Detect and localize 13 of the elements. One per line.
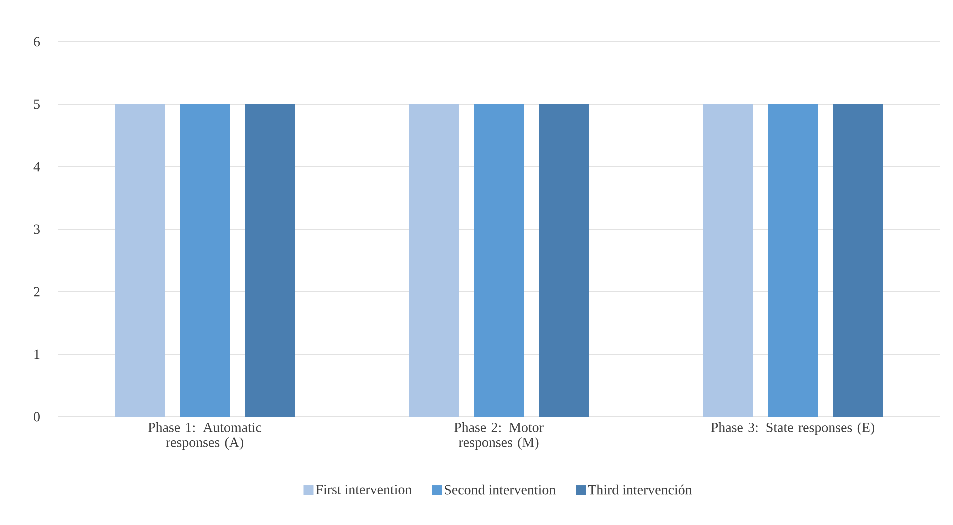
y-tick-label: 1 xyxy=(34,350,40,360)
y-tick-label: 4 xyxy=(34,162,40,172)
y-tick-label: 6 xyxy=(34,37,40,47)
y-tick-label: 3 xyxy=(34,224,40,234)
y-tick-label: 2 xyxy=(34,287,40,297)
legend-label: Third intervención xyxy=(588,484,692,495)
x-tick-label: Phase 1: Automatic responses (A) xyxy=(148,422,262,450)
legend-label: First intervention xyxy=(316,485,412,495)
x-tick-label: Phase 2: Motor responses (M) xyxy=(454,422,544,450)
y-tick-label: 0 xyxy=(34,412,40,422)
x-tick-label: Phase 3: State responses (E) xyxy=(711,422,875,436)
y-tick-label: 5 xyxy=(34,100,40,110)
legend-label: Second intervention xyxy=(445,484,556,495)
